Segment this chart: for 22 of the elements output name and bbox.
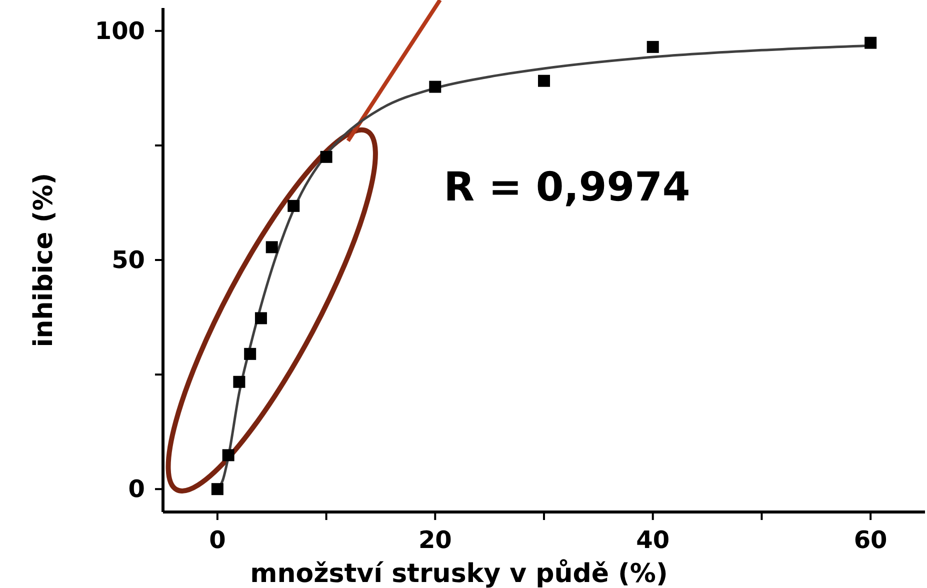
point xyxy=(288,200,300,212)
x-tick-label: 40 xyxy=(636,526,670,554)
point xyxy=(864,36,877,49)
x-tick-label: 20 xyxy=(418,526,452,554)
point xyxy=(244,348,256,360)
point xyxy=(254,312,267,324)
x-tick-label: 0 xyxy=(209,526,226,554)
point xyxy=(233,376,246,388)
y-tick-label: 50 xyxy=(112,246,145,274)
point xyxy=(266,241,278,254)
x-axis-title: množství strusky v půdě (%) xyxy=(250,559,668,588)
point xyxy=(538,74,550,87)
y-tick-label: 100 xyxy=(94,16,145,45)
point xyxy=(211,483,224,496)
point xyxy=(222,449,234,462)
y-tick-label: 0 xyxy=(128,475,145,504)
point xyxy=(320,150,332,163)
x-tick-label: 60 xyxy=(854,526,888,554)
annotation: R = 0,9974 xyxy=(444,164,690,211)
point xyxy=(646,40,659,53)
point xyxy=(429,80,442,93)
y-axis-title: inhibice (%) xyxy=(29,172,59,348)
